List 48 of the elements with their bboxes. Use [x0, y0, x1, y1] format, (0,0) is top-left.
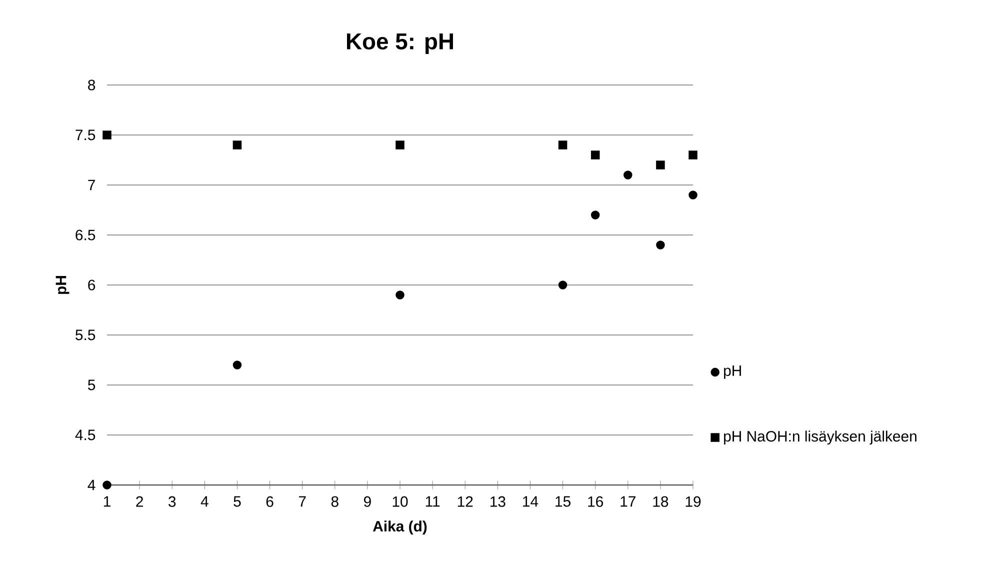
chart-title: Koe 5: pH	[347, 34, 453, 54]
point	[688, 190, 698, 200]
y-tick-label: 4	[88, 480, 96, 490]
point	[232, 360, 242, 370]
x-tick-label: 18	[653, 496, 668, 507]
point	[656, 240, 665, 250]
x-tick-label: 1	[104, 496, 110, 507]
point	[102, 480, 112, 490]
x-tick-label: 12	[458, 496, 473, 507]
x-tick-label: 19	[686, 496, 701, 507]
x-tick-label: 4	[200, 496, 208, 507]
point	[396, 140, 404, 150]
legend-label: pH	[724, 366, 741, 379]
x-tick-label: 13	[490, 496, 506, 507]
x-tick-label: 8	[331, 496, 338, 507]
point	[558, 140, 568, 150]
y-tick-label: 5	[88, 380, 96, 390]
x-tick-label: 10	[392, 496, 408, 507]
point	[396, 290, 404, 300]
y-tick-label: 4.5	[75, 430, 96, 440]
y-axis-title: pH	[56, 276, 70, 294]
x-tick-label: 6	[266, 496, 274, 507]
x-tick-label: 15	[556, 496, 570, 507]
x-axis-title: Aika (d)	[372, 520, 427, 534]
point	[590, 150, 600, 160]
legend-label: pH NaOH:n lisäyksen jälkeen	[724, 430, 916, 445]
x-tick-label: 7	[298, 496, 306, 507]
x-tick-label: 3	[168, 496, 176, 507]
x-tick-label: 2	[136, 496, 143, 507]
x-tick-label: 11	[426, 496, 440, 507]
y-tick-label: 7.5	[76, 130, 96, 140]
y-tick-label: 5.5	[76, 330, 96, 340]
x-tick-label: 17	[620, 496, 636, 507]
y-tick-label: 7	[88, 180, 95, 190]
point	[102, 130, 112, 140]
y-tick-label: 6	[88, 280, 96, 290]
point	[232, 140, 242, 150]
x-tick-label: 16	[588, 496, 603, 507]
y-tick-label: 8	[88, 80, 96, 90]
point	[624, 170, 632, 180]
point	[688, 150, 698, 160]
x-tick-label: 14	[523, 496, 538, 507]
point	[656, 160, 665, 170]
point	[558, 280, 568, 290]
x-tick-label: 5	[234, 496, 241, 507]
x-tick-label: 9	[364, 496, 371, 507]
y-tick-label: 6.5	[76, 230, 96, 240]
point	[590, 210, 600, 220]
